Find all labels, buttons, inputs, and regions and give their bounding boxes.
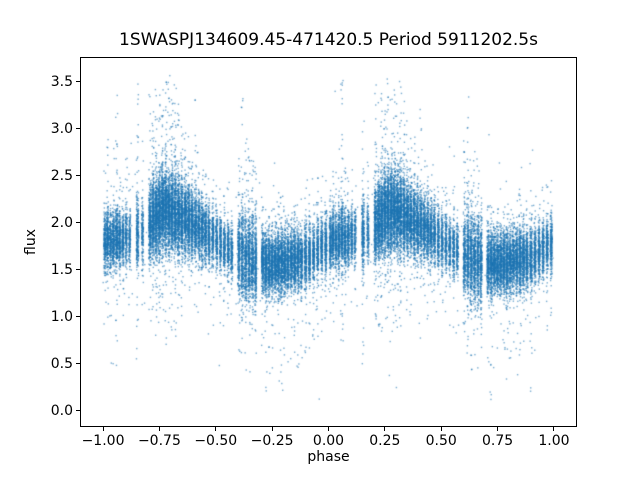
x-axis-label: phase [307,449,350,465]
y-axis-label: flux [23,229,39,255]
plot-title: 1SWASPJ134609.45-471420.5 Period 5911202… [119,30,538,50]
